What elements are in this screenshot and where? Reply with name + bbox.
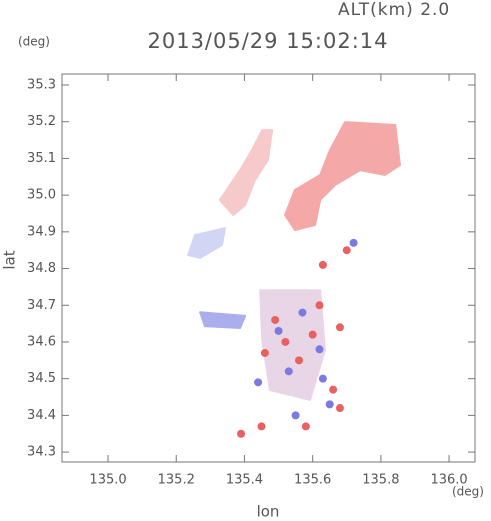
echo-cell — [298, 308, 307, 317]
y-unit: (deg) — [18, 35, 50, 49]
echo-cell — [318, 374, 327, 383]
echo-cell — [237, 429, 246, 438]
echo-cell — [274, 326, 283, 335]
echo-region — [199, 311, 247, 330]
echo-cell — [271, 315, 280, 324]
echo-cell — [284, 367, 293, 376]
y-axis-label: lat — [1, 250, 19, 269]
echo-cell — [315, 301, 324, 310]
y-tick-label: 35.0 — [27, 188, 56, 203]
y-tick-label: 34.7 — [27, 298, 56, 313]
echo-cell — [349, 238, 358, 247]
y-tick-label: 34.6 — [27, 334, 56, 349]
x-tick-label: 135.4 — [226, 473, 263, 488]
echo-cell — [315, 345, 324, 354]
echo-cell — [281, 337, 290, 346]
echo-cell — [325, 400, 334, 409]
y-tick-label: 34.4 — [27, 408, 56, 423]
echo-region — [259, 289, 326, 401]
echo-cell — [342, 246, 351, 255]
echo-cell — [308, 330, 317, 339]
x-axis-label: lon — [257, 503, 280, 521]
y-tick-label: 35.1 — [27, 151, 56, 166]
altitude-label: ALT(km) 2.0 — [338, 0, 450, 20]
echo-cell — [318, 260, 327, 269]
x-tick-label: 136.0 — [430, 473, 467, 488]
echo-cell — [295, 356, 304, 365]
echo-region — [218, 129, 274, 216]
echo-cell — [301, 422, 310, 431]
x-tick-label: 135.0 — [89, 473, 126, 488]
y-tick-label: 34.5 — [27, 371, 56, 386]
echo-region — [187, 227, 227, 259]
x-tick-label: 135.8 — [362, 473, 399, 488]
y-tick-label: 34.9 — [27, 224, 56, 239]
y-tick-label: 35.2 — [27, 114, 56, 129]
echo-cell — [335, 404, 344, 413]
y-tick-label: 34.3 — [27, 445, 56, 460]
echo-cell — [329, 385, 338, 394]
echo-cell — [335, 323, 344, 332]
echo-cell — [257, 422, 266, 431]
y-tick-label: 35.3 — [27, 78, 56, 93]
echo-cell — [291, 411, 300, 420]
echo-cell — [260, 348, 269, 357]
chart-title: 2013/05/29 15:02:14 — [147, 29, 388, 53]
x-unit: (deg) — [452, 485, 484, 499]
echo-cell — [254, 378, 263, 387]
x-tick-label: 135.6 — [294, 473, 331, 488]
x-tick-label: 135.2 — [158, 473, 195, 488]
plot-frame — [61, 73, 476, 463]
y-tick-label: 34.8 — [27, 261, 56, 276]
echo-region — [284, 121, 401, 232]
